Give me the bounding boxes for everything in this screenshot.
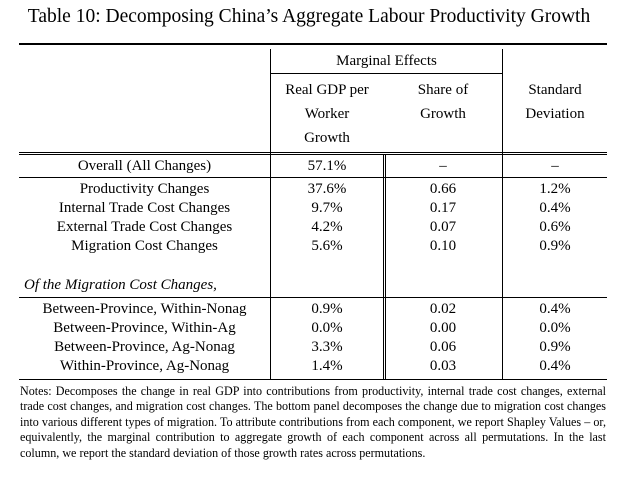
row-sd: 0.4% [539,301,571,317]
row-share: 0.66 [429,181,457,197]
row-label: Between-Province, Ag-Nonag [54,339,235,355]
row-share: 0.10 [429,238,457,254]
section-rule [19,297,607,298]
row-sd: – [551,158,559,174]
row-gdp: 3.3% [311,339,343,355]
sd-header-line-1: Standard [528,82,582,98]
row-label: Overall (All Changes) [77,158,212,174]
header-double-rule [19,152,607,155]
row-label: Migration Cost Changes [71,238,218,254]
row-sd: 0.9% [539,339,571,355]
row-gdp: 0.9% [311,301,343,317]
row-sd: 1.2% [539,181,571,197]
row-share: 0.03 [429,358,457,374]
row-sd: 0.6% [539,219,571,235]
row-label: Internal Trade Cost Changes [58,200,231,216]
row-gdp: 1.4% [311,358,343,374]
row-sd: 0.4% [539,200,571,216]
row-gdp: 5.6% [311,238,343,254]
sd-header-line-2: Deviation [525,106,585,122]
col-divider-1 [270,49,271,379]
row-share: 0.00 [429,320,457,336]
row-gdp: 0.0% [311,320,343,336]
row-label: Within-Province, Ag-Nonag [59,358,230,374]
group-underline [271,73,502,74]
row-gdp: 9.7% [311,200,343,216]
row-share: 0.06 [429,339,457,355]
table-title: Table 10: Decomposing China’s Aggregate … [27,6,591,27]
col-divider-3 [502,49,503,379]
row-label: Between-Province, Within-Nonag [42,301,247,317]
overall-rule [19,177,607,178]
col-divider-2 [383,154,386,379]
row-share: 0.17 [429,200,457,216]
row-sd: 0.0% [539,320,571,336]
row-share: – [439,158,447,174]
bottom-rule [19,379,607,380]
gdp-header-line-2: Worker [304,106,350,122]
row-sd: 0.9% [539,238,571,254]
gdp-header-line-3: Growth [304,130,350,146]
row-sd: 0.4% [539,358,571,374]
row-share: 0.07 [429,219,457,235]
row-label: External Trade Cost Changes [56,219,233,235]
row-gdp: 4.2% [311,219,343,235]
row-label: Between-Province, Within-Ag [53,320,236,336]
gdp-header-line-1: Real GDP per [285,82,369,98]
row-gdp: 37.6% [307,181,347,197]
share-header-line-1: Share of [417,82,469,98]
table-notes: Notes: Decomposes the change in real GDP… [20,384,606,460]
share-header-line-2: Growth [420,106,466,122]
row-label: Productivity Changes [79,181,210,197]
section-label: Of the Migration Cost Changes, [24,277,217,293]
row-gdp: 57.1% [307,158,347,174]
top-rule [19,43,607,45]
marginal-effects-header: Marginal Effects [336,53,437,69]
row-share: 0.02 [429,301,457,317]
